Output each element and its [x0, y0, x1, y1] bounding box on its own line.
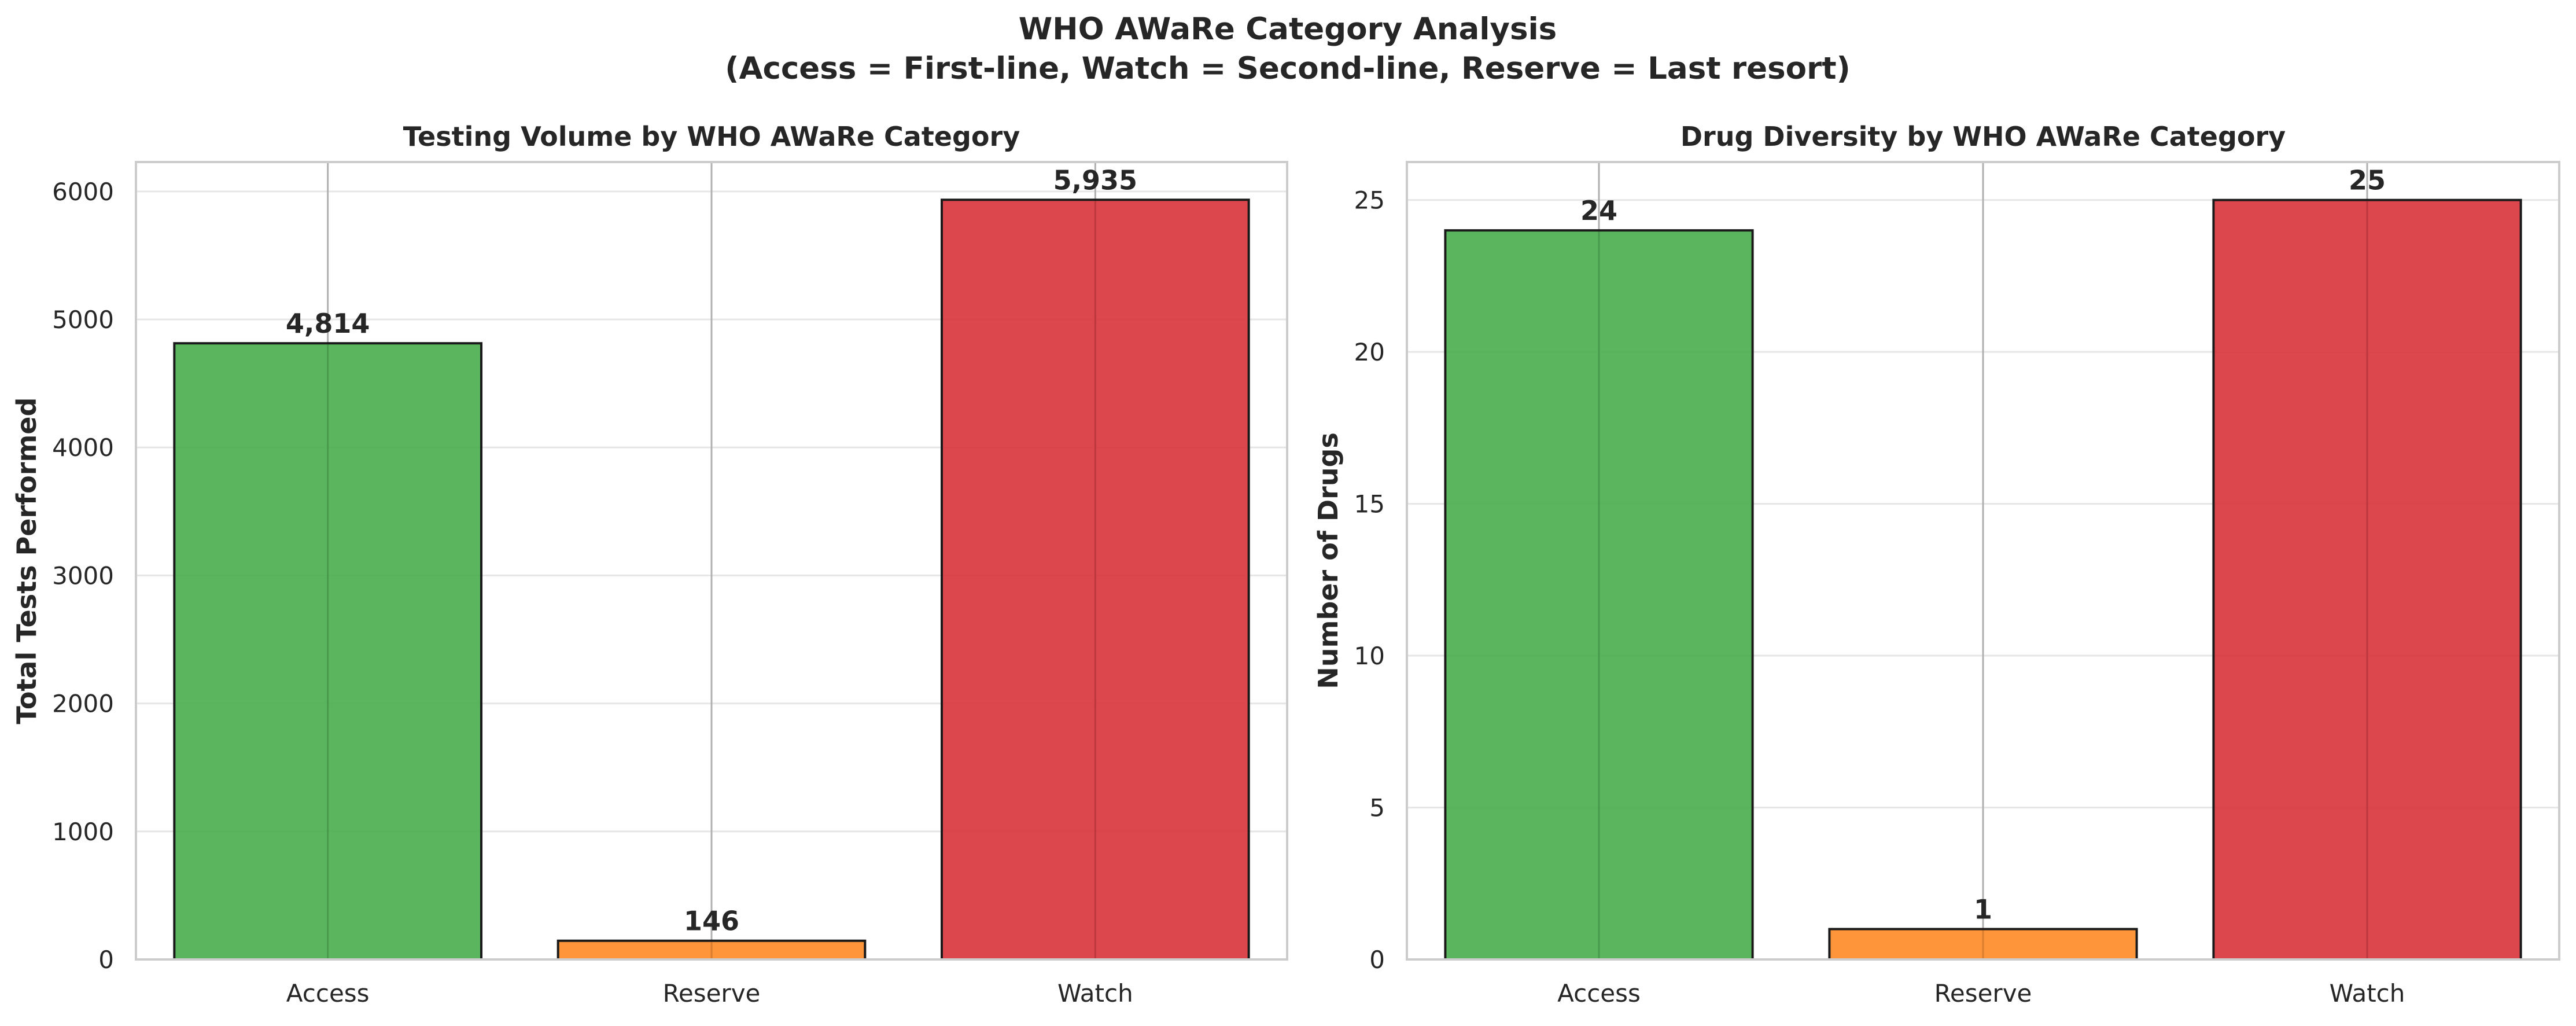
y-tick-label: 0	[1369, 946, 1385, 974]
x-tick-label-reserve: Reserve	[1934, 979, 2032, 1007]
data-label-reserve: 1	[1974, 894, 1992, 925]
y-tick-label: 10	[1354, 642, 1385, 670]
drug-diversity-chart: 24 1 25 0 5 10 15 20 25 Access Reserve Watch Drug Di…	[1313, 121, 2560, 1007]
x-tick-label-watch: Watch	[2330, 979, 2405, 1007]
y-tick-label: 0	[98, 946, 114, 974]
y-tick-label: 4000	[52, 433, 114, 462]
figure-title-line-2: (Access = First-line, Watch = Second-lin…	[725, 51, 1851, 86]
axes-title: Testing Volume by WHO AWaRe Category	[403, 121, 1020, 152]
axes-frame	[135, 161, 1288, 961]
axes-title: Drug Diversity by WHO AWaRe Category	[1681, 121, 2286, 152]
y-tick-label: 5	[1369, 794, 1385, 822]
y-tick-label: 5000	[52, 306, 114, 334]
bar-access	[173, 342, 483, 961]
figure-title-line-1: WHO AWaRe Category Analysis	[1019, 12, 1557, 47]
y-tick-label: 15	[1354, 490, 1385, 518]
data-label-watch: 5,935	[1053, 164, 1138, 196]
y-axis-label: Total Tests Performed	[11, 398, 42, 725]
bar-reserve	[557, 939, 867, 961]
bar-access	[1444, 229, 1754, 961]
axes-frame	[1406, 161, 2560, 961]
y-tick-label: 1000	[52, 818, 114, 846]
bar-watch	[2212, 198, 2522, 961]
x-tick-label-access: Access	[286, 979, 370, 1007]
x-tick-label-watch: Watch	[1057, 979, 1133, 1007]
y-tick-label: 2000	[52, 690, 114, 718]
y-tick-label: 3000	[52, 561, 114, 590]
y-tick-label: 6000	[52, 178, 114, 206]
data-label-watch: 25	[2349, 165, 2386, 196]
y-tick-label: 25	[1354, 186, 1385, 215]
data-label-access: 4,814	[286, 308, 370, 339]
x-tick-label-reserve: Reserve	[663, 979, 761, 1007]
y-axis-label: Number of Drugs	[1313, 432, 1344, 689]
data-label-access: 24	[1580, 195, 1617, 226]
x-tick-label-access: Access	[1557, 979, 1641, 1007]
data-label-reserve: 146	[684, 906, 739, 937]
testing-volume-chart: 4,814 146 5,935 0 1000 2000 3000 4000 5000 6000 Ac…	[11, 121, 1288, 1007]
y-tick-label: 20	[1354, 338, 1385, 366]
